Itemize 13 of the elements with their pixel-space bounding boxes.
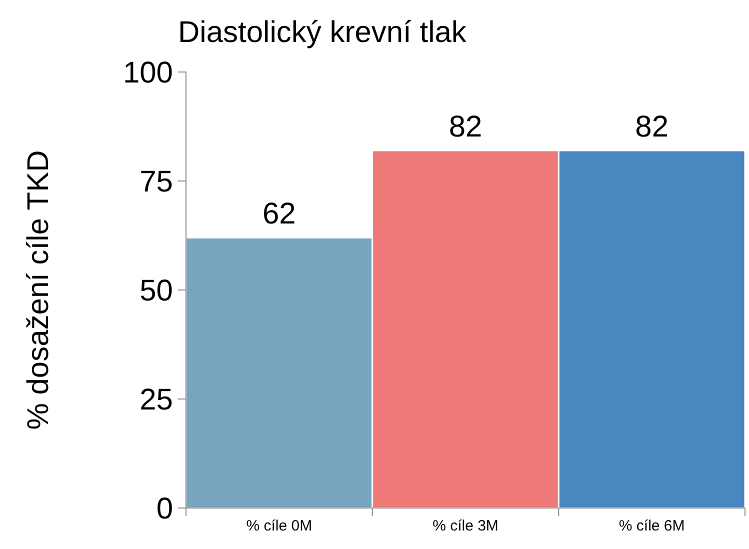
y-tick-label: 75 — [140, 166, 173, 198]
data-label: 82 — [635, 110, 669, 144]
x-tick-label: % cíle 3M — [432, 518, 498, 535]
y-tick-label: 0 — [156, 492, 173, 526]
y-tick-label: 100 — [122, 56, 173, 90]
data-label: 82 — [448, 110, 482, 144]
y-tick-label: 25 — [140, 384, 173, 416]
data-label: 62 — [262, 198, 296, 231]
y-tick-label: 50 — [140, 274, 173, 308]
x-tick-label: % cíle 0M — [246, 518, 312, 535]
y-axis-title: % dosažení cíle TKD — [22, 150, 55, 430]
chart-title: Diastolický krevní tlak — [178, 16, 468, 49]
x-tick-label: % cíle 6M — [618, 518, 685, 535]
